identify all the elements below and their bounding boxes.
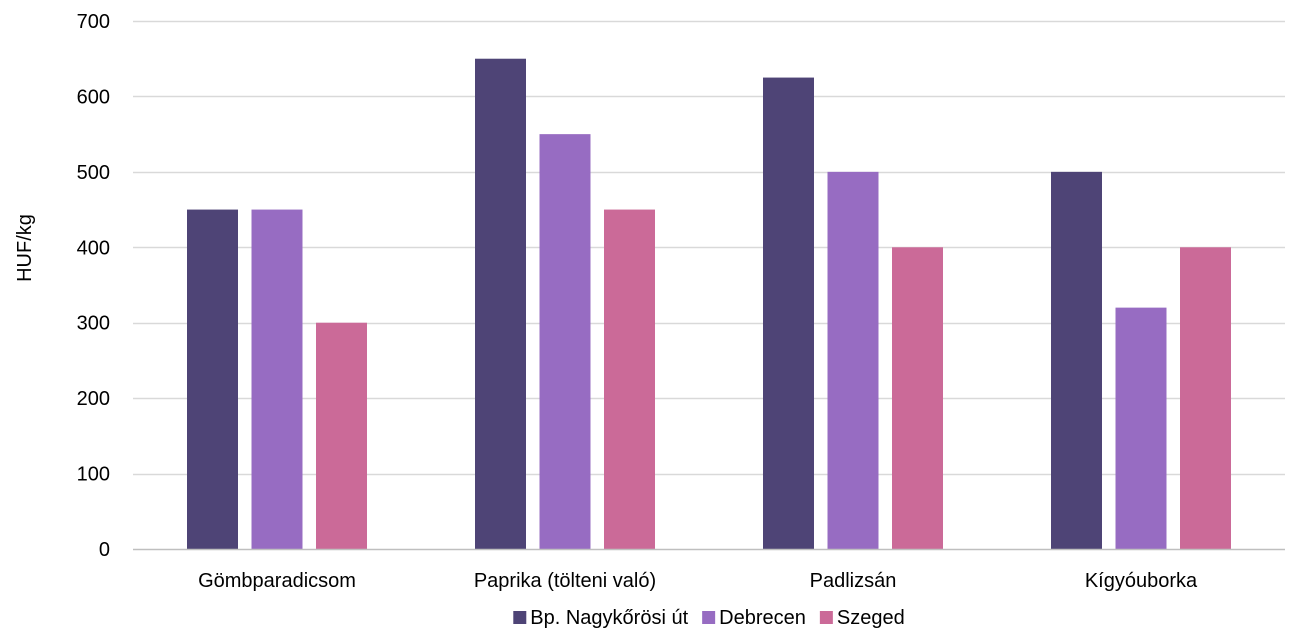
- y-tick-label: 200: [77, 388, 110, 410]
- bar-szeged-1: [604, 209, 655, 550]
- y-tick-label: 0: [99, 539, 110, 561]
- y-tick-label: 500: [77, 162, 110, 184]
- x-tick-label: Gömbparadicsom: [198, 570, 356, 592]
- y-tick-label: 100: [77, 464, 110, 486]
- legend-label-bp-nagyk-r-si-t: Bp. Nagykőrösi út: [530, 607, 688, 629]
- bar-szeged-2: [892, 247, 943, 550]
- legend-swatch-bp-nagyk-r-si-t: [513, 611, 527, 624]
- bars: [187, 58, 1231, 550]
- x-tick-label: Kígyóuborka: [1085, 570, 1198, 592]
- y-tick-labels: 0 100 200 300 400 500 600 700: [77, 11, 110, 561]
- y-axis-title: HUF/kg: [14, 214, 36, 282]
- bar-bp-nagyk-r-si-t-1: [475, 58, 526, 549]
- legend-swatch-szeged: [819, 611, 833, 624]
- y-tick-label: 700: [77, 11, 110, 33]
- bar-debrecen-1: [539, 134, 591, 549]
- bar-bp-nagyk-r-si-t-2: [763, 77, 814, 550]
- legend-label-debrecen: Debrecen: [719, 607, 806, 629]
- x-tick-labels: Gömbparadicsom Paprika (tölteni való) Padl…: [198, 570, 1198, 592]
- y-tick-label: 600: [77, 86, 110, 108]
- x-tick-label: Paprika (tölteni való): [474, 570, 656, 592]
- gridlines: [133, 20, 1285, 476]
- bar-bp-nagyk-r-si-t-3: [1051, 171, 1102, 549]
- bar-szeged-3: [1180, 247, 1231, 550]
- bar-debrecen-2: [827, 171, 879, 549]
- y-tick-label: 300: [77, 313, 110, 335]
- bar-debrecen-0: [251, 209, 303, 550]
- legend-label-szeged: Szeged: [837, 607, 905, 629]
- bar-bp-nagyk-r-si-t-0: [187, 209, 238, 550]
- legend: Bp. Nagykőrösi út Debrecen Szeged: [513, 607, 905, 629]
- y-tick-label: 400: [77, 237, 110, 259]
- bar-szeged-0: [316, 322, 367, 549]
- x-tick-label: Padlizsán: [810, 570, 897, 592]
- legend-swatch-debrecen: [702, 611, 716, 624]
- bar-debrecen-3: [1115, 307, 1167, 549]
